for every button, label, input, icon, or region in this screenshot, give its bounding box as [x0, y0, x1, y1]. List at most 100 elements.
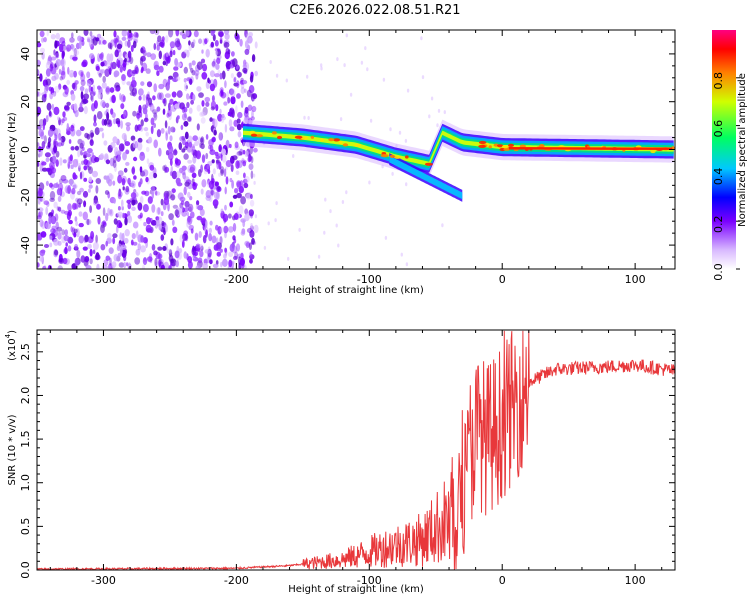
noise-speckle [92, 170, 98, 178]
noise-speckle [156, 45, 160, 51]
spectral-ridge-band [243, 123, 674, 173]
noise-speckle [244, 240, 250, 247]
noise-speckle [121, 232, 125, 242]
ridge-hotspot [354, 143, 361, 147]
noise-speckle [110, 174, 114, 180]
noise-speckle [142, 237, 148, 244]
noise-speckle [71, 188, 76, 195]
noise-speckle [202, 63, 208, 72]
noise-speckle [127, 215, 133, 224]
noise-speckle [190, 99, 195, 105]
noise-speckle [134, 124, 139, 132]
faint-speckle [360, 60, 364, 65]
faint-speckle [298, 227, 301, 232]
noise-speckle [253, 224, 259, 234]
noise-speckle [233, 213, 239, 220]
ridge-hotspot [380, 154, 389, 158]
noise-speckle [40, 231, 47, 238]
noise-speckle [49, 165, 54, 175]
noise-speckle [166, 112, 170, 118]
ridge-hotspot [394, 155, 401, 159]
noise-speckle [51, 103, 55, 111]
noise-speckle [70, 124, 75, 132]
noise-speckle [104, 190, 110, 195]
noise-speckle [183, 146, 188, 151]
noise-speckle [186, 93, 190, 100]
noise-speckle [130, 192, 137, 199]
noise-speckle [187, 159, 193, 164]
noise-speckle [60, 58, 66, 67]
noise-speckle [39, 219, 44, 228]
noise-speckle [57, 195, 62, 202]
noise-speckle [153, 64, 160, 71]
noise-speckle [83, 200, 87, 208]
y-tick-label: -20 [19, 188, 32, 206]
noise-speckle [168, 213, 174, 221]
noise-speckle [236, 118, 241, 124]
noise-speckle [121, 132, 127, 141]
noise-speckle [121, 36, 127, 41]
noise-speckle [200, 245, 204, 251]
noise-speckle [105, 240, 108, 247]
noise-speckle [108, 263, 113, 269]
x-tick-label: -200 [224, 273, 249, 286]
noise-speckle [146, 94, 150, 100]
noise-speckle [223, 253, 227, 259]
noise-speckle [196, 104, 201, 112]
noise-speckle [217, 30, 224, 37]
colorbar-tick-label: 0.0 [712, 263, 725, 281]
faint-speckle [404, 138, 408, 143]
noise-speckle [83, 177, 88, 182]
noise-speckle [152, 95, 156, 101]
noise-speckle [83, 158, 88, 166]
noise-speckle [119, 65, 123, 73]
noise-speckle [105, 119, 111, 125]
noise-speckle [117, 121, 121, 128]
noise-speckle [198, 169, 202, 177]
noise-speckle [75, 220, 78, 227]
noise-speckle [212, 199, 219, 207]
noise-speckle [179, 234, 184, 243]
noise-speckle [249, 75, 254, 83]
noise-speckle [142, 204, 149, 213]
noise-speckle [201, 154, 206, 164]
noise-speckle [68, 219, 73, 225]
noise-speckle [210, 190, 215, 195]
noise-speckle [181, 239, 185, 248]
noise-speckle [191, 70, 196, 76]
noise-speckle [62, 111, 66, 118]
noise-speckle [62, 257, 68, 265]
noise-speckle [170, 165, 174, 174]
noise-speckle [132, 221, 139, 229]
noise-speckle [50, 62, 54, 69]
noise-speckle [207, 169, 211, 174]
noise-speckle [168, 113, 172, 121]
noise-speckle [158, 147, 162, 157]
noise-speckle [224, 204, 227, 211]
noise-speckle [220, 208, 224, 214]
noise-speckle [208, 139, 214, 147]
noise-speckle [59, 37, 66, 44]
noise-speckle [171, 91, 177, 98]
noise-speckle [190, 228, 194, 234]
noise-speckle [211, 95, 215, 102]
noise-speckle [193, 70, 200, 76]
ridge-hotspot [478, 140, 487, 145]
noise-speckle [51, 155, 57, 164]
noise-speckle [188, 206, 192, 213]
noise-speckle [187, 215, 191, 223]
noise-speckle [242, 79, 247, 85]
noise-speckle [95, 185, 99, 194]
snr-ylabel: SNR (10 * v/v) [7, 414, 18, 485]
noise-speckle [121, 178, 126, 186]
noise-speckle [109, 87, 115, 93]
noise-speckle [67, 185, 71, 194]
noise-speckle [85, 265, 92, 269]
noise-speckle [252, 93, 258, 100]
noise-speckle [201, 72, 208, 80]
noise-speckle [224, 247, 228, 253]
noise-speckle [147, 196, 153, 204]
noise-speckle [165, 35, 169, 43]
noise-speckle [140, 68, 144, 74]
noise-speckle [70, 93, 76, 102]
